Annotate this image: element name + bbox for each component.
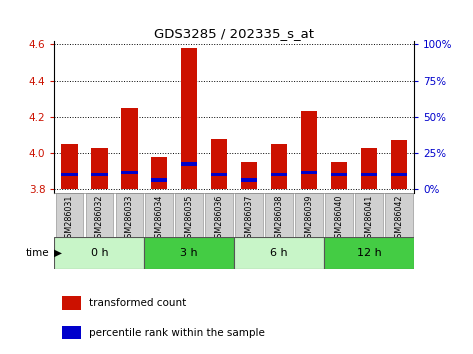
Bar: [391, 141, 407, 189]
Bar: [61, 326, 81, 339]
Text: GSM286037: GSM286037: [245, 195, 254, 243]
Bar: [355, 193, 383, 237]
Bar: [241, 162, 257, 189]
Bar: [181, 48, 197, 189]
Bar: [205, 193, 233, 237]
Bar: [175, 193, 203, 237]
Bar: [56, 193, 83, 237]
Bar: [265, 193, 293, 237]
Text: 0 h: 0 h: [90, 248, 108, 258]
Bar: [236, 193, 263, 237]
Bar: [61, 173, 78, 176]
Bar: [151, 157, 167, 189]
Bar: [181, 162, 197, 166]
Bar: [325, 193, 353, 237]
Bar: [361, 148, 377, 189]
Bar: [61, 296, 81, 309]
Bar: [385, 193, 412, 237]
Bar: [61, 144, 78, 189]
Text: ▶: ▶: [54, 248, 62, 258]
Text: percentile rank within the sample: percentile rank within the sample: [88, 327, 264, 338]
Bar: [301, 112, 317, 189]
Bar: [121, 171, 138, 175]
Bar: [86, 193, 113, 237]
Text: 12 h: 12 h: [357, 248, 381, 258]
Bar: [391, 173, 407, 176]
Bar: [211, 138, 228, 189]
Bar: [241, 178, 257, 182]
Bar: [211, 173, 228, 176]
Text: GSM286038: GSM286038: [274, 195, 284, 243]
Text: GSM286041: GSM286041: [364, 195, 374, 243]
Text: GSM286033: GSM286033: [125, 195, 134, 243]
Bar: [331, 162, 347, 189]
Bar: [91, 173, 107, 176]
Text: 6 h: 6 h: [270, 248, 288, 258]
Bar: [115, 193, 143, 237]
Bar: [151, 178, 167, 182]
Text: GSM286035: GSM286035: [184, 195, 194, 243]
Bar: [144, 237, 234, 269]
Bar: [271, 144, 287, 189]
Bar: [301, 171, 317, 175]
Bar: [234, 237, 324, 269]
Text: GSM286039: GSM286039: [305, 195, 314, 243]
Bar: [54, 237, 144, 269]
Text: GSM286042: GSM286042: [394, 195, 403, 243]
Bar: [146, 193, 173, 237]
Text: GSM286040: GSM286040: [334, 195, 343, 243]
Bar: [121, 108, 138, 189]
Text: time: time: [26, 248, 50, 258]
Text: GSM286036: GSM286036: [215, 195, 224, 243]
Bar: [91, 148, 107, 189]
Title: GDS3285 / 202335_s_at: GDS3285 / 202335_s_at: [154, 27, 314, 40]
Bar: [361, 173, 377, 176]
Bar: [331, 173, 347, 176]
Bar: [324, 237, 414, 269]
Text: GSM286032: GSM286032: [95, 195, 104, 243]
Bar: [271, 173, 287, 176]
Text: GSM286031: GSM286031: [65, 195, 74, 243]
Bar: [295, 193, 323, 237]
Text: transformed count: transformed count: [88, 298, 186, 308]
Text: GSM286034: GSM286034: [155, 195, 164, 243]
Text: 3 h: 3 h: [180, 248, 198, 258]
